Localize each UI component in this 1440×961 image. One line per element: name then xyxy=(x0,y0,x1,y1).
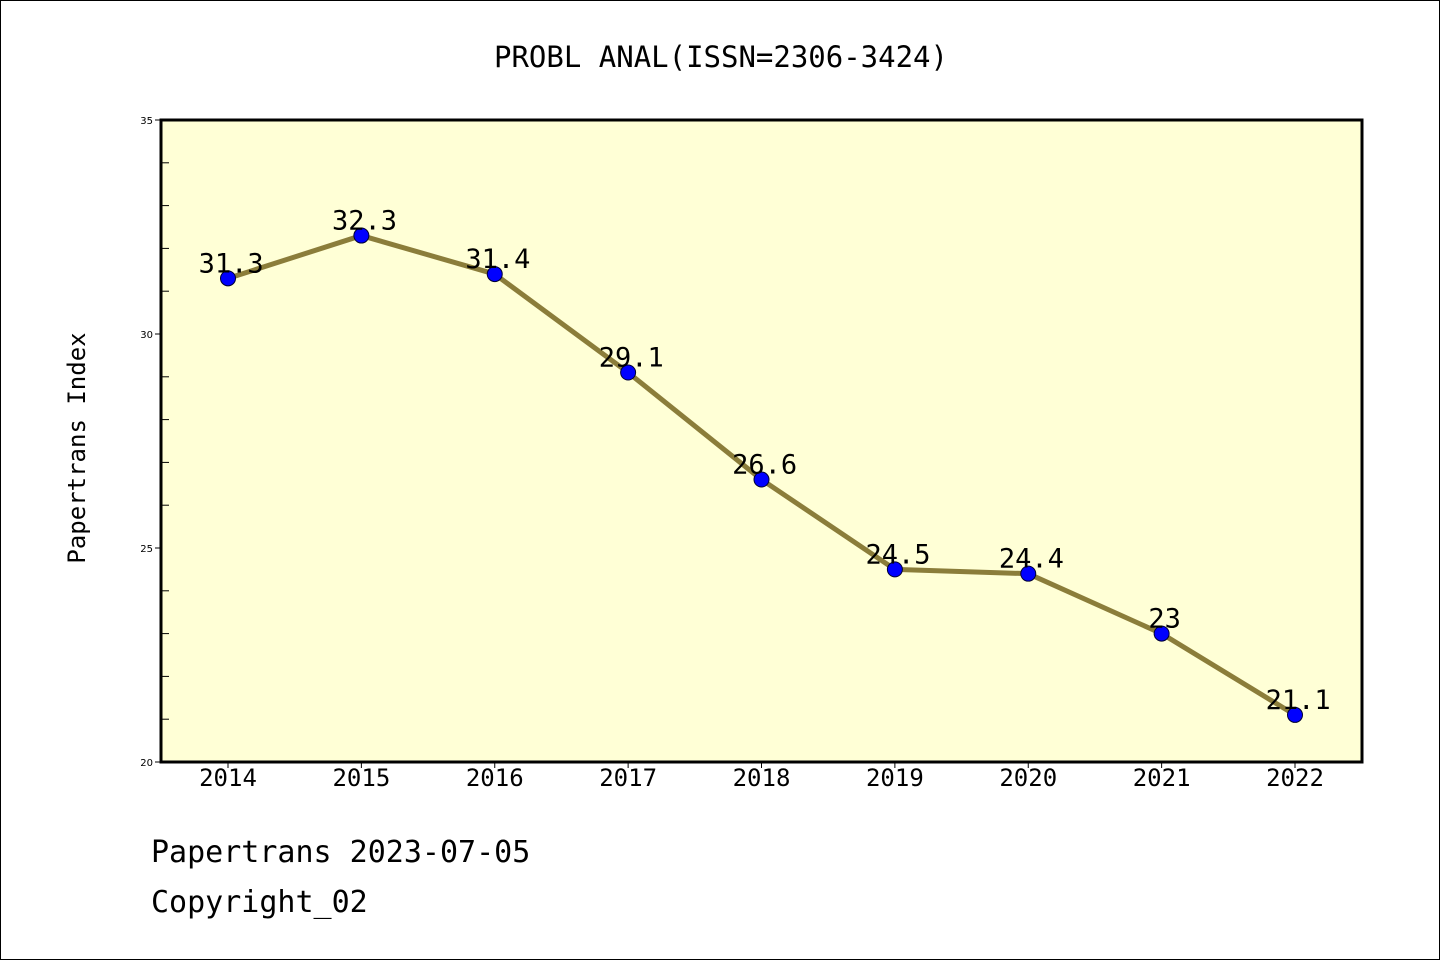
y-tick-label: 35 xyxy=(140,116,153,127)
y-axis-label: Papertrans Index xyxy=(63,332,91,563)
x-tick-label: 2017 xyxy=(599,764,657,792)
data-point xyxy=(220,270,236,287)
data-labels: 31.3 32.3 31.4 29.1 26.6 24.5 24.4 23 21.1 xyxy=(199,206,1331,716)
data-label: 26.6 xyxy=(732,450,797,481)
data-point xyxy=(620,364,637,381)
x-tick-label: 2022 xyxy=(1266,764,1324,792)
data-point xyxy=(353,227,370,244)
data-label: 24.5 xyxy=(865,539,930,570)
data-point xyxy=(1287,706,1303,723)
plot-area xyxy=(159,118,1364,764)
data-series xyxy=(220,227,1303,723)
data-label: 31.4 xyxy=(465,244,530,275)
data-label: 23 xyxy=(1148,604,1181,635)
data-point xyxy=(486,266,503,283)
data-label: 31.3 xyxy=(199,248,264,279)
data-label: 24.4 xyxy=(999,544,1064,575)
y-tick-label: 20 xyxy=(140,758,153,769)
data-point xyxy=(1153,625,1170,642)
footer-date: Papertrans 2023-07-05 xyxy=(151,835,531,870)
data-label: 29.1 xyxy=(599,343,664,374)
data-point xyxy=(886,561,903,578)
data-label: 21.1 xyxy=(1266,685,1331,716)
x-tick-label: 2015 xyxy=(332,764,390,792)
y-tick-label: 30 xyxy=(140,330,153,341)
footer-copyright: Copyright_02 xyxy=(151,885,368,920)
data-point xyxy=(1020,565,1037,582)
x-tick-label: 2019 xyxy=(866,764,924,792)
x-tick-label: 2021 xyxy=(1133,764,1191,792)
data-label: 32.3 xyxy=(332,206,397,237)
x-tick-label: 2016 xyxy=(466,764,524,792)
axis-ticks: 20 25 30 35 2014 2015 2016 2017 2018 2019 2020 2021… xyxy=(140,116,1324,792)
data-point xyxy=(753,471,770,488)
y-tick-label: 25 xyxy=(140,544,153,555)
x-tick-label: 2020 xyxy=(999,764,1057,792)
x-tick-label: 2018 xyxy=(733,764,791,792)
x-tick-label: 2014 xyxy=(199,764,257,792)
chart-title: PROBL ANAL(ISSN=2306-3424) xyxy=(494,40,948,74)
